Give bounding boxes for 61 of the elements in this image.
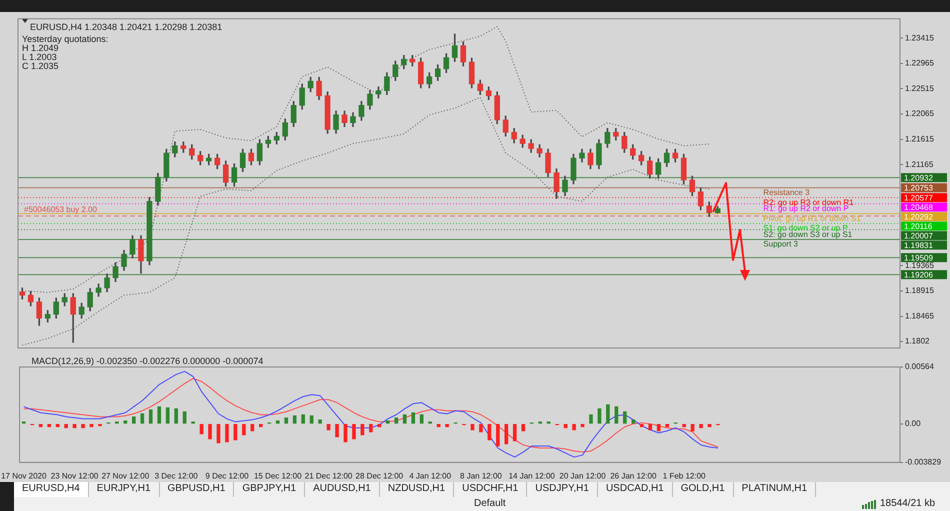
annotation: #50046053 buy 2.00: [24, 205, 98, 214]
chart-title: MACD(12,26,9) -0.002350 -0.002276 0.000000 -0.000074: [32, 356, 264, 366]
text: GOLD,H1: [672, 482, 734, 497]
x-tick-label: 23 Nov 12:00: [50, 471, 99, 480]
y-tick-label: 1.22515: [905, 84, 934, 93]
x-tick-label: 9 Dec 12:00: [205, 471, 250, 480]
y-tick-label: 1.1802: [905, 336, 930, 346]
y-tick-label: 1.23415: [905, 33, 934, 42]
ref-line-label: 1.20932: [904, 173, 934, 182]
x-tick-label: 1 Feb 12:00: [662, 471, 706, 480]
x-tick-label: 14 Jan 12:00: [508, 471, 556, 480]
text: GBPJPY,H1: [234, 482, 306, 497]
x-tick-label: 15 Dec 12:00: [254, 471, 302, 480]
annotation: H 1.2049: [22, 42, 59, 53]
text: NZDUSD,H1: [380, 482, 454, 497]
y-tick-label: 0.00564: [905, 362, 934, 372]
ref-line-label: 1.20116: [904, 222, 933, 231]
y-tick-label: 1.18465: [905, 311, 934, 320]
ref-line-label: 1.20753: [904, 183, 934, 192]
ref-line-label: 1.20292: [904, 212, 934, 222]
annotation: C 1.2035: [22, 60, 59, 71]
annotation: Resistance 3: [763, 188, 810, 197]
text: USDCHF,H1: [454, 482, 528, 497]
x-tick-label: 17 Nov 2020: [1, 471, 47, 480]
ref-line-label: 1.20468: [904, 202, 934, 212]
text: AUDUSD,H1: [305, 482, 380, 497]
annotation: L 1.2003: [22, 52, 57, 62]
text: USDJPY,H1: [527, 482, 598, 497]
y-tick-label: 1.22965: [905, 58, 934, 68]
ref-line-label: 1.19509: [904, 253, 934, 262]
ref-line-label: 1.20007: [904, 231, 934, 240]
y-tick-label: 1.22065: [905, 109, 934, 118]
ref-line-label: 1.19831: [904, 240, 934, 250]
y-tick-label: 1.21165: [905, 160, 934, 169]
annotation: Yesterday quotations:: [22, 34, 108, 44]
text: PLATINUM,H1: [734, 482, 816, 497]
text: EURJPY,H1: [88, 482, 160, 497]
x-tick-label: 21 Dec 12:00: [304, 471, 353, 480]
x-tick-label: 27 Nov 12:00: [102, 471, 150, 480]
text: EURUSD,H4: [14, 482, 89, 497]
chart-title: EURUSD,H4 1.20348 1.20421 1.20298 1.20381: [30, 22, 222, 32]
y-tick-label: 1.18915: [905, 286, 934, 296]
x-tick-label: 26 Jan 12:00: [610, 471, 657, 480]
ref-line-label: 1.19206: [904, 270, 934, 280]
text: USDCAD,H1: [598, 482, 673, 497]
x-tick-label: 20 Jan 12:00: [559, 471, 606, 480]
text: 18544/21 kb: [880, 498, 936, 509]
text: GBPUSD,H1: [160, 482, 234, 497]
x-tick-label: 28 Dec 12:00: [356, 471, 404, 480]
annotation: Support 3: [763, 240, 799, 249]
x-tick-label: 4 Jan 12:00: [409, 471, 452, 480]
x-tick-label: 8 Jan 12:00: [460, 471, 502, 480]
y-tick-label: 1.21615: [905, 134, 934, 144]
annotation: R2: go up R3 or down R1: [763, 198, 854, 207]
text: Default: [474, 498, 506, 509]
ref-line-label: 1.20577: [904, 193, 934, 202]
y-tick-label: 1.19365: [905, 260, 934, 270]
annotation: Pivot: go up R1 or down S1: [763, 214, 862, 223]
y-tick-label: -0.003829: [905, 458, 942, 467]
x-tick-label: 3 Dec 12:00: [154, 471, 198, 480]
y-tick-label: 0.00: [905, 419, 922, 428]
